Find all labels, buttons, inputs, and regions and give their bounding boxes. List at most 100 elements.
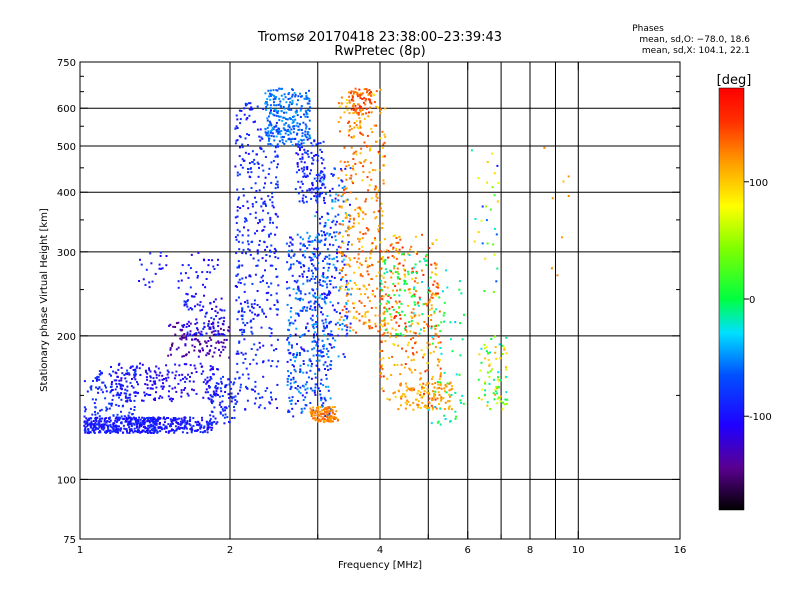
data-point bbox=[243, 329, 245, 332]
data-point bbox=[142, 399, 145, 402]
data-point bbox=[289, 101, 292, 104]
data-point bbox=[113, 379, 116, 382]
data-point bbox=[338, 184, 341, 187]
data-point bbox=[185, 423, 188, 426]
data-point bbox=[210, 323, 213, 325]
data-point bbox=[383, 319, 386, 322]
data-point bbox=[430, 293, 433, 296]
data-point bbox=[491, 186, 494, 189]
data-point bbox=[417, 406, 420, 409]
data-point bbox=[365, 257, 367, 260]
data-point bbox=[266, 298, 269, 301]
data-point bbox=[363, 141, 366, 144]
data-point bbox=[252, 388, 255, 391]
data-point bbox=[265, 105, 268, 108]
data-point bbox=[286, 130, 289, 132]
data-point bbox=[346, 102, 349, 105]
data-point bbox=[364, 293, 366, 296]
data-point bbox=[349, 167, 352, 170]
data-point bbox=[331, 207, 334, 210]
data-point bbox=[169, 347, 172, 350]
data-point bbox=[98, 424, 101, 427]
data-point bbox=[382, 164, 385, 167]
data-point bbox=[84, 430, 87, 433]
data-point bbox=[352, 218, 355, 221]
data-point bbox=[269, 218, 272, 221]
data-point bbox=[224, 391, 227, 393]
data-point bbox=[383, 332, 386, 335]
data-point bbox=[418, 260, 421, 263]
data-point bbox=[356, 95, 359, 98]
data-point bbox=[381, 130, 384, 133]
data-point bbox=[357, 111, 360, 114]
data-point bbox=[258, 243, 261, 246]
data-point bbox=[329, 189, 331, 192]
data-point bbox=[143, 421, 146, 424]
data-point bbox=[300, 167, 303, 170]
data-point bbox=[343, 254, 346, 257]
data-point bbox=[291, 121, 294, 124]
data-point bbox=[440, 321, 443, 324]
data-point bbox=[336, 321, 339, 324]
data-point bbox=[315, 323, 318, 326]
data-point bbox=[412, 353, 415, 356]
data-point bbox=[260, 205, 263, 208]
data-point bbox=[294, 137, 297, 140]
data-point bbox=[280, 136, 283, 139]
data-point bbox=[399, 332, 402, 335]
data-point bbox=[111, 430, 114, 433]
data-point bbox=[124, 388, 127, 391]
data-point bbox=[436, 397, 439, 400]
data-point bbox=[109, 432, 112, 434]
data-point bbox=[165, 379, 168, 382]
data-point bbox=[374, 322, 377, 325]
data-point bbox=[402, 268, 405, 271]
data-point bbox=[282, 105, 285, 108]
data-point bbox=[305, 151, 308, 154]
data-point bbox=[109, 429, 112, 432]
data-point bbox=[354, 87, 357, 90]
data-point bbox=[214, 386, 217, 389]
data-point bbox=[459, 399, 462, 402]
data-point bbox=[305, 200, 308, 203]
data-point bbox=[410, 311, 413, 314]
data-point bbox=[381, 257, 384, 260]
data-point bbox=[362, 284, 365, 287]
data-point bbox=[321, 184, 324, 187]
data-point bbox=[276, 115, 279, 117]
data-point bbox=[439, 373, 442, 376]
data-point bbox=[236, 273, 239, 276]
data-point bbox=[300, 129, 303, 131]
data-point bbox=[252, 358, 255, 361]
data-point bbox=[395, 257, 398, 260]
data-point bbox=[185, 336, 188, 339]
data-point bbox=[379, 107, 382, 110]
data-point bbox=[347, 130, 350, 133]
data-point bbox=[234, 165, 237, 168]
data-point bbox=[312, 325, 315, 328]
data-point bbox=[270, 328, 273, 331]
data-point bbox=[289, 266, 292, 269]
data-point bbox=[188, 351, 190, 354]
data-point bbox=[148, 286, 151, 289]
data-point bbox=[404, 363, 407, 365]
data-point bbox=[269, 402, 272, 405]
data-point bbox=[368, 265, 371, 268]
data-point bbox=[133, 391, 136, 394]
data-point bbox=[95, 379, 98, 382]
data-point bbox=[313, 177, 316, 180]
data-point bbox=[269, 216, 272, 219]
data-point bbox=[184, 387, 187, 389]
data-point bbox=[236, 139, 239, 142]
data-point bbox=[294, 370, 297, 373]
data-point bbox=[413, 280, 416, 283]
data-point bbox=[428, 298, 431, 301]
y-tick-label: 200 bbox=[57, 332, 76, 343]
data-point bbox=[368, 283, 371, 286]
data-point bbox=[401, 246, 404, 249]
data-point bbox=[358, 88, 361, 91]
data-point bbox=[317, 419, 320, 422]
data-point bbox=[337, 334, 340, 337]
data-point bbox=[181, 421, 184, 424]
data-point bbox=[377, 106, 379, 109]
